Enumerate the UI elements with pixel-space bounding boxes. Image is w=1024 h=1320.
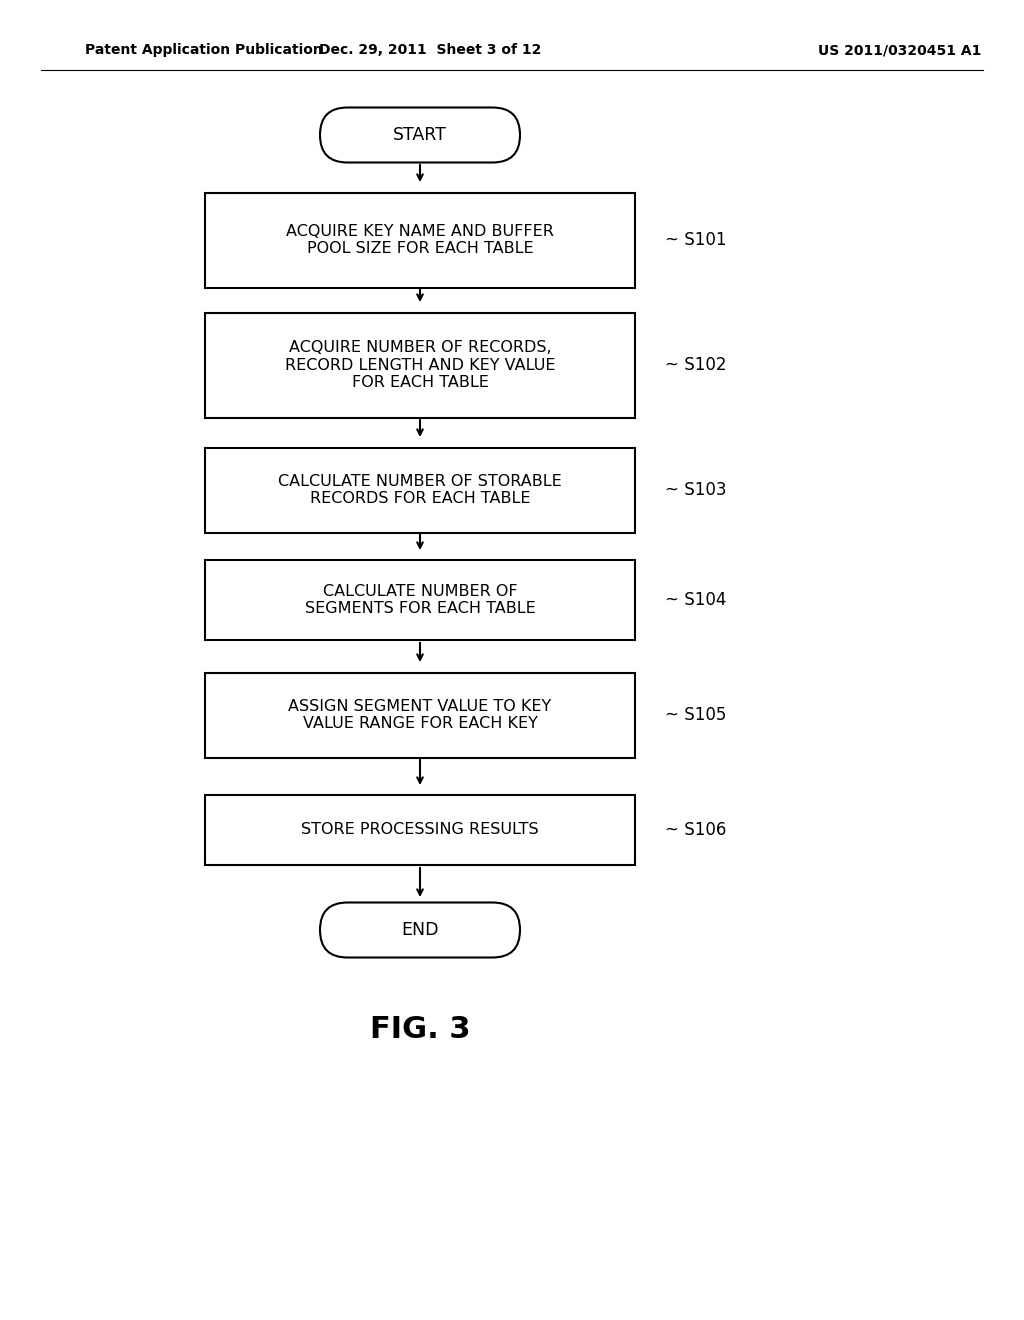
Text: ACQUIRE KEY NAME AND BUFFER
POOL SIZE FOR EACH TABLE: ACQUIRE KEY NAME AND BUFFER POOL SIZE FO…: [286, 224, 554, 256]
Text: START: START: [393, 125, 446, 144]
Text: Dec. 29, 2011  Sheet 3 of 12: Dec. 29, 2011 Sheet 3 of 12: [318, 44, 542, 57]
Text: ~ S104: ~ S104: [665, 591, 726, 609]
Text: ~ S103: ~ S103: [665, 480, 726, 499]
Text: CALCULATE NUMBER OF
SEGMENTS FOR EACH TABLE: CALCULATE NUMBER OF SEGMENTS FOR EACH TA…: [304, 583, 536, 616]
Text: END: END: [401, 921, 438, 939]
Text: ASSIGN SEGMENT VALUE TO KEY
VALUE RANGE FOR EACH KEY: ASSIGN SEGMENT VALUE TO KEY VALUE RANGE …: [289, 698, 552, 731]
FancyBboxPatch shape: [205, 795, 635, 865]
Text: ~ S105: ~ S105: [665, 706, 726, 723]
Text: US 2011/0320451 A1: US 2011/0320451 A1: [818, 44, 982, 57]
Text: ~ S102: ~ S102: [665, 356, 726, 374]
FancyBboxPatch shape: [205, 447, 635, 532]
Text: FIG. 3: FIG. 3: [370, 1015, 470, 1044]
FancyBboxPatch shape: [319, 903, 520, 957]
Text: ~ S106: ~ S106: [665, 821, 726, 840]
FancyBboxPatch shape: [205, 313, 635, 417]
Text: CALCULATE NUMBER OF STORABLE
RECORDS FOR EACH TABLE: CALCULATE NUMBER OF STORABLE RECORDS FOR…: [279, 474, 562, 506]
FancyBboxPatch shape: [319, 107, 520, 162]
Text: Patent Application Publication: Patent Application Publication: [85, 44, 323, 57]
FancyBboxPatch shape: [205, 193, 635, 288]
Text: ~ S101: ~ S101: [665, 231, 726, 249]
Text: ACQUIRE NUMBER OF RECORDS,
RECORD LENGTH AND KEY VALUE
FOR EACH TABLE: ACQUIRE NUMBER OF RECORDS, RECORD LENGTH…: [285, 341, 555, 389]
FancyBboxPatch shape: [205, 560, 635, 640]
FancyBboxPatch shape: [205, 672, 635, 758]
Text: STORE PROCESSING RESULTS: STORE PROCESSING RESULTS: [301, 822, 539, 837]
